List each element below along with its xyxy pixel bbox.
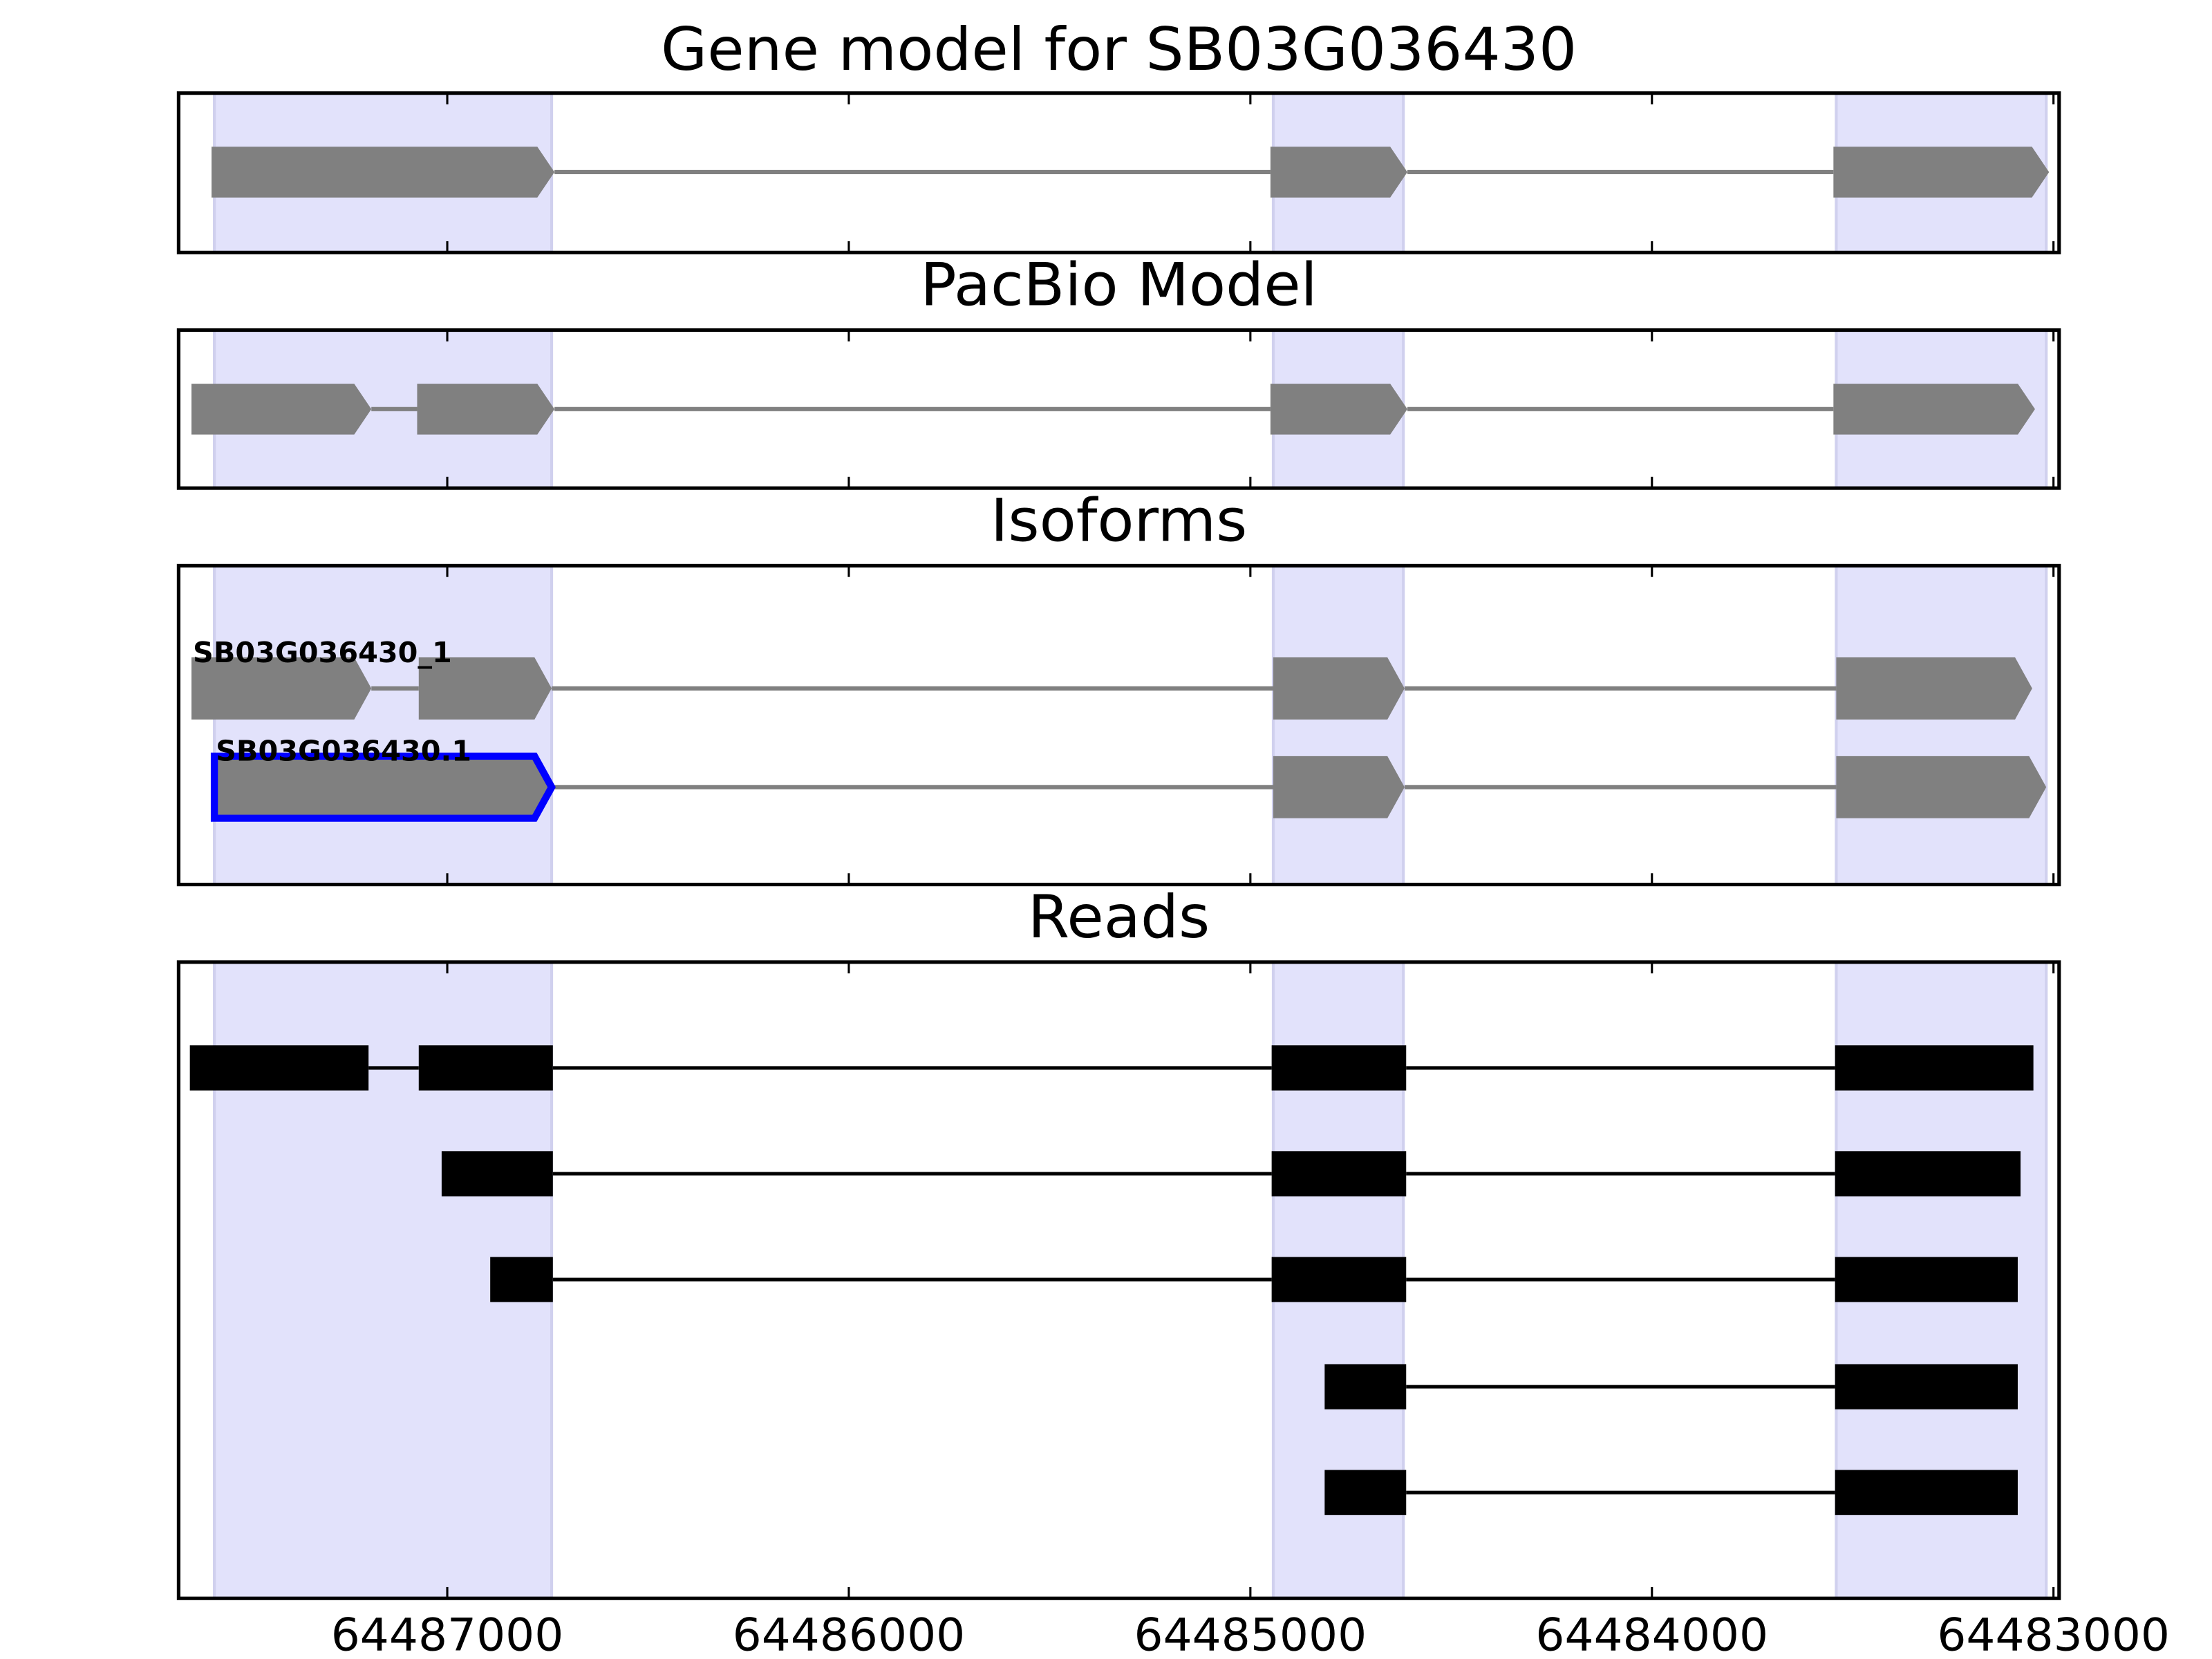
exon — [1273, 657, 1405, 720]
panel-title: Isoforms — [991, 487, 1248, 555]
isoform-label: SB03G036430.1 — [216, 735, 471, 768]
read-block — [189, 1045, 369, 1091]
exon — [418, 657, 552, 720]
panel-title: PacBio Model — [920, 251, 1317, 319]
plot-frame — [176, 960, 2061, 1600]
exon — [1833, 147, 2050, 198]
read-block — [1835, 1257, 2018, 1302]
exon — [1273, 756, 1405, 818]
read-block — [1835, 1045, 2034, 1091]
read-block — [1835, 1151, 2021, 1197]
exon — [1836, 756, 2047, 818]
exon — [191, 657, 372, 720]
exon-highlight — [1835, 564, 2048, 886]
exon — [1833, 384, 2035, 435]
x-tick-label: 64487000 — [331, 1609, 564, 1659]
read-block — [1835, 1470, 2018, 1515]
read-block — [1271, 1045, 1407, 1091]
exon — [1270, 384, 1407, 435]
isoform-label: SB03G036430_1 — [193, 636, 452, 669]
exon — [417, 384, 555, 435]
read-block — [490, 1257, 553, 1302]
read-block — [441, 1151, 553, 1197]
read-block — [1324, 1364, 1407, 1409]
x-tick-label: 64485000 — [1134, 1609, 1367, 1659]
exon — [1270, 147, 1407, 198]
exon — [1836, 657, 2032, 720]
x-tick-label: 64483000 — [1937, 1609, 2170, 1659]
plot-frame — [176, 328, 2061, 490]
exon-highlight — [1271, 564, 1405, 886]
panel-title: Gene model for SB03G036430 — [661, 15, 1577, 84]
exon — [212, 147, 555, 198]
plot-frame — [176, 91, 2061, 254]
read-block — [1271, 1151, 1407, 1197]
exon — [210, 752, 556, 822]
x-tick-label: 64486000 — [733, 1609, 966, 1659]
x-tick-label: 64484000 — [1535, 1609, 1768, 1659]
panel-title: Reads — [1028, 883, 1210, 951]
read-block — [1324, 1470, 1407, 1515]
exon — [191, 384, 372, 435]
read-block — [418, 1045, 553, 1091]
read-block — [1835, 1364, 2018, 1409]
plot-frame — [176, 563, 2061, 887]
exon-highlight — [213, 564, 554, 886]
read-block — [1271, 1257, 1407, 1302]
